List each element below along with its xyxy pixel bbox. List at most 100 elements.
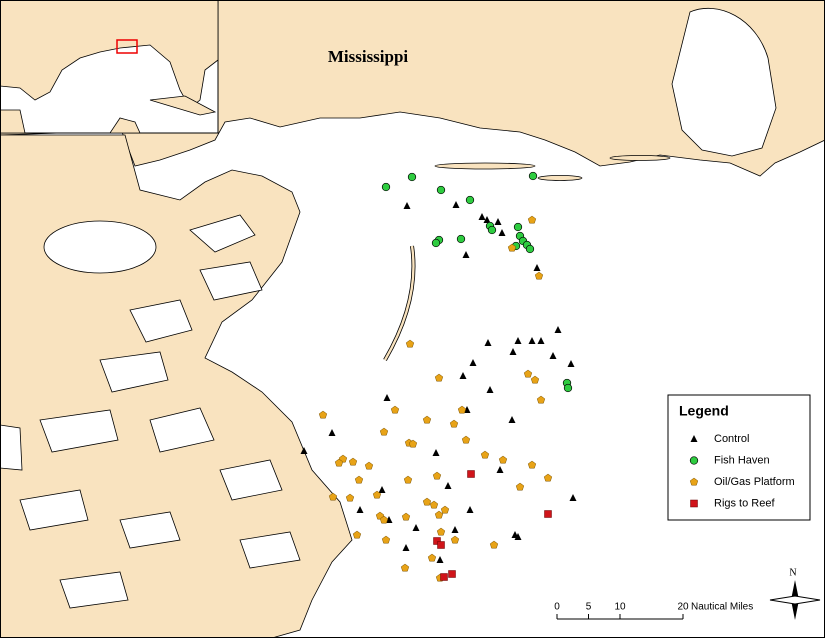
platform-marker bbox=[434, 510, 444, 519]
north-arrow-ew bbox=[769, 595, 821, 605]
chandeleur-islands-fill bbox=[383, 245, 415, 361]
fish-haven-marker bbox=[456, 234, 466, 244]
fish-haven-marker bbox=[407, 172, 417, 182]
control-marker bbox=[494, 218, 502, 225]
barrier-island bbox=[434, 162, 536, 170]
platform-marker bbox=[390, 405, 400, 414]
control-marker bbox=[514, 337, 522, 344]
marsh-hole bbox=[149, 407, 215, 453]
scale-unit: Nautical Miles bbox=[691, 602, 753, 613]
platform-marker bbox=[689, 477, 699, 486]
control-marker bbox=[356, 506, 364, 513]
platform-marker bbox=[403, 475, 413, 484]
control-marker bbox=[508, 416, 516, 423]
platform-marker bbox=[381, 535, 391, 544]
fish-haven-marker bbox=[689, 456, 699, 465]
state-label: Mississippi bbox=[328, 47, 409, 66]
control-marker bbox=[478, 213, 486, 220]
platform-marker bbox=[354, 475, 364, 484]
control-marker bbox=[452, 201, 460, 208]
control-marker bbox=[459, 372, 467, 379]
control-marker bbox=[549, 352, 557, 359]
inset-map bbox=[0, 0, 219, 134]
marsh-hole bbox=[219, 459, 283, 501]
platform-marker bbox=[450, 535, 460, 544]
legend: Legend Control Fish Haven Oil/Gas Platform… bbox=[667, 394, 811, 521]
marsh-hole bbox=[39, 409, 119, 453]
control-marker bbox=[403, 202, 411, 209]
scale-label: 5 bbox=[586, 602, 592, 613]
platform-marker bbox=[480, 450, 490, 459]
marsh-hole bbox=[129, 299, 193, 343]
fish-haven-marker bbox=[487, 225, 497, 235]
platform-marker bbox=[379, 515, 389, 524]
platform-marker bbox=[401, 512, 411, 521]
fish-haven-marker bbox=[513, 222, 523, 232]
control-marker bbox=[569, 494, 577, 501]
platform-marker bbox=[515, 482, 525, 491]
platform-marker bbox=[534, 271, 544, 280]
legend-title: Legend bbox=[679, 403, 729, 419]
platform-marker bbox=[328, 492, 338, 501]
inset-land bbox=[0, 0, 219, 109]
platform-marker bbox=[318, 410, 328, 419]
control-marker bbox=[469, 359, 477, 366]
scale-bar: 0 5 10 20 Nautical Miles bbox=[554, 602, 753, 620]
fish-haven-marker bbox=[381, 182, 391, 192]
control-marker bbox=[466, 506, 474, 513]
platform-marker bbox=[543, 473, 553, 482]
platform-marker bbox=[348, 457, 358, 466]
platform-marker bbox=[405, 339, 415, 348]
control-marker bbox=[484, 339, 492, 346]
rigs-to-reef-marker bbox=[440, 573, 448, 581]
platform-marker bbox=[345, 493, 355, 502]
platform-marker bbox=[436, 527, 446, 536]
platform-marker bbox=[372, 490, 382, 499]
legend-item: Fish Haven bbox=[714, 454, 770, 466]
marsh-hole bbox=[59, 571, 129, 609]
rigs-to-reef-marker bbox=[690, 499, 698, 508]
control-marker bbox=[509, 348, 517, 355]
platform-marker bbox=[429, 500, 439, 509]
control-marker bbox=[567, 360, 575, 367]
platform-marker bbox=[498, 455, 508, 464]
control-marker bbox=[486, 386, 494, 393]
legend-item: Control bbox=[714, 433, 749, 445]
control-marker bbox=[514, 533, 522, 540]
sites bbox=[300, 171, 577, 582]
inset-land-south bbox=[0, 109, 141, 134]
marsh-hole bbox=[189, 214, 256, 253]
fish-haven-marker bbox=[431, 238, 441, 248]
inset-locator bbox=[116, 39, 138, 54]
rigs-to-reef-marker bbox=[448, 570, 456, 578]
fish-haven-marker bbox=[528, 171, 538, 181]
fish-haven-marker bbox=[436, 185, 446, 195]
platform-marker bbox=[507, 243, 517, 252]
scale-label: 0 bbox=[554, 602, 560, 613]
platform-marker bbox=[422, 415, 432, 424]
barrier-island bbox=[609, 155, 671, 161]
marsh-hole bbox=[199, 261, 263, 301]
lake-pontchartrain bbox=[43, 220, 157, 274]
platform-marker bbox=[440, 505, 450, 514]
fish-haven-marker bbox=[563, 383, 573, 393]
platform-marker bbox=[536, 395, 546, 404]
control-marker bbox=[300, 447, 308, 454]
platform-marker bbox=[334, 458, 344, 467]
platform-marker bbox=[434, 373, 444, 382]
platform-marker bbox=[530, 375, 540, 384]
control-marker bbox=[436, 556, 444, 563]
platform-marker bbox=[527, 215, 537, 224]
marsh-hole bbox=[19, 489, 89, 531]
control-marker bbox=[451, 526, 459, 533]
scale-label: 20 bbox=[677, 602, 689, 613]
platform-marker bbox=[461, 435, 471, 444]
marsh-hole bbox=[0, 424, 23, 471]
control-marker bbox=[328, 429, 336, 436]
platform-marker bbox=[422, 497, 432, 506]
fish-haven-marker bbox=[525, 244, 535, 254]
control-marker bbox=[528, 337, 536, 344]
control-marker bbox=[554, 326, 562, 333]
marsh-hole bbox=[119, 511, 181, 549]
